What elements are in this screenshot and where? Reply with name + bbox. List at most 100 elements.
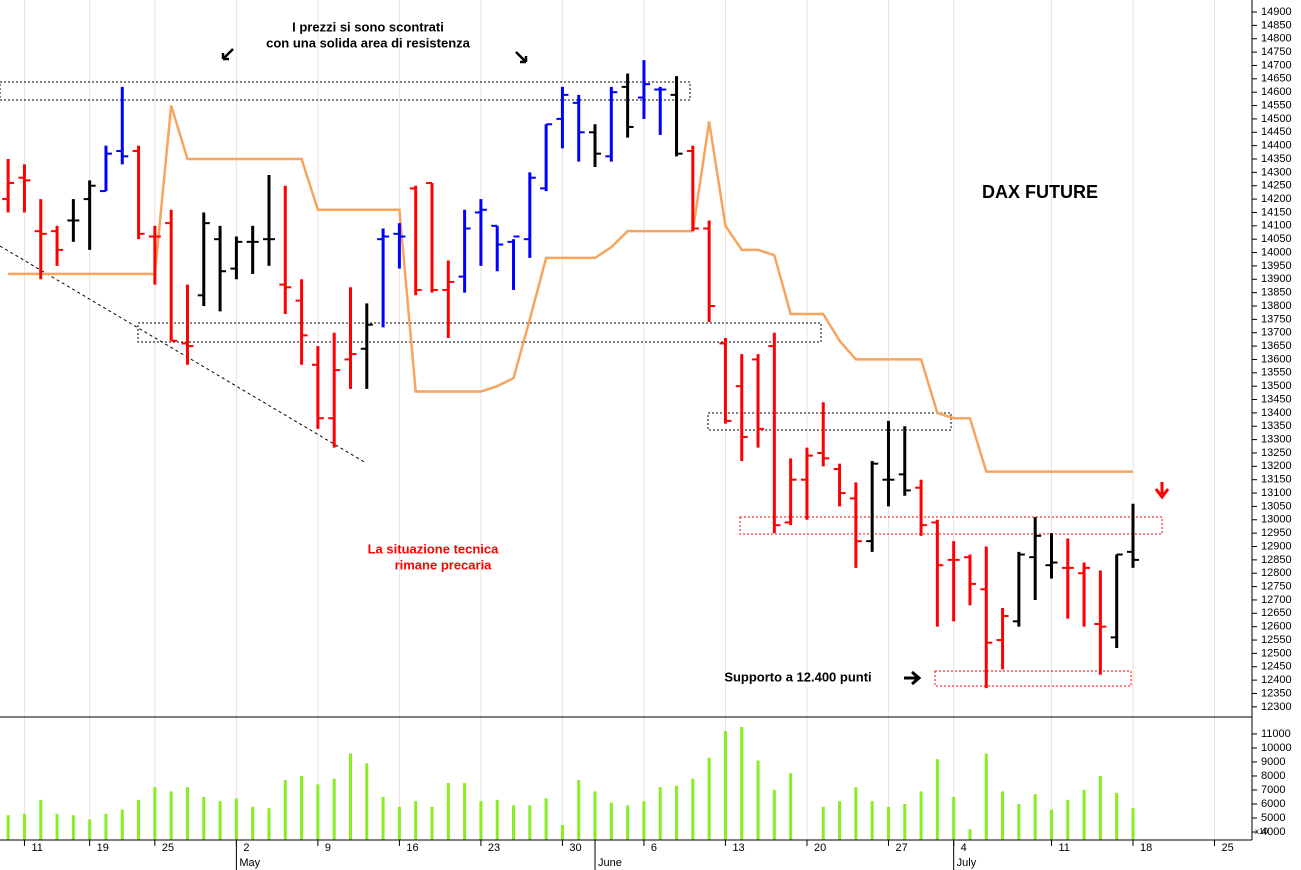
arrow [515,51,528,64]
y-tick-label: 13600 [1261,353,1292,365]
volume-bar [756,760,760,840]
volume-bar [120,809,124,840]
x-tick-label: 27 [895,842,907,854]
volume-bar [1001,791,1005,840]
month-label: June [598,857,622,869]
volume-bar [1115,792,1119,840]
volume-bar [1131,808,1135,840]
volume-bar [251,806,255,840]
y-tick-label: 7000 [1261,784,1285,796]
y-tick-label: 12300 [1261,701,1292,713]
x-tick-label: 18 [1140,842,1152,854]
chart-title: DAX FUTURE [982,182,1098,202]
volume-bar [153,787,157,840]
y-tick-label: 12500 [1261,647,1292,659]
volume-bar [22,813,26,840]
y-tick-label: 12600 [1261,621,1292,633]
y-tick-label: 13850 [1261,287,1292,299]
y-tick-label: 13250 [1261,447,1292,459]
volume-bar [104,813,108,840]
volume-bar [283,780,287,840]
volume-bar [1049,809,1053,840]
x-tick-label: 20 [814,842,826,854]
y-tick-label: 5000 [1261,812,1285,824]
y-tick-label: 12850 [1261,554,1292,566]
y-tick-label: 14200 [1261,193,1292,205]
volume-bar [740,726,744,840]
volume-bar [528,805,532,840]
y-tick-label: 13550 [1261,367,1292,379]
volume-bar [267,808,271,840]
volume-bar [397,806,401,840]
volume-bar [984,753,988,840]
y-tick-label: 12800 [1261,567,1292,579]
volume-bar [609,802,613,840]
arrow [1154,482,1170,500]
volume-bar [675,785,679,840]
volume-bar [626,805,630,840]
y-tick-label: 14000 [1261,246,1292,258]
volume-bar [169,791,173,840]
y-tick-label: 14050 [1261,233,1292,245]
y-tick-label: 14500 [1261,113,1292,125]
y-tick-label: 13300 [1261,434,1292,446]
volume-bar [642,801,646,840]
volume-bar [463,782,467,840]
support-box [934,670,1132,687]
y-tick-label: 14800 [1261,33,1292,45]
zone-box [707,412,952,431]
x-tick-label: 19 [97,842,109,854]
volume-bar [658,787,662,840]
y-tick-label: 13400 [1261,407,1292,419]
y-tick-label: 12900 [1261,540,1292,552]
volume-bar [512,805,516,840]
volume-bar [854,787,858,840]
volume-bar [88,819,92,840]
x-tick-label: 16 [406,842,418,854]
y-tick-label: 9000 [1261,756,1285,768]
volume-bar [414,801,418,840]
volume-bar [838,801,842,840]
y-tick-label: 14450 [1261,126,1292,138]
arrow [904,670,922,686]
y-tick-label: 12750 [1261,580,1292,592]
x-tick-label: 9 [325,842,331,854]
month-label: July [957,857,977,869]
annotation: Supporto a 12.400 punti [724,669,871,684]
x-tick-label: 25 [162,842,174,854]
y-tick-label: 11000 [1261,728,1291,740]
zone-box [137,322,822,343]
y-tick-label: 14350 [1261,153,1292,165]
y-tick-label: 13650 [1261,340,1292,352]
volume-bar [348,753,352,840]
y-tick-label: 13200 [1261,460,1292,472]
y-tick-label: 13350 [1261,420,1292,432]
y-tick-label: 14700 [1261,59,1292,71]
y-tick-label: 4000 [1261,826,1285,838]
volume-bar [365,763,369,840]
volume-bar [723,731,727,840]
volume-bar [1066,799,1070,840]
volume-bar [381,796,385,840]
y-tick-label: 12650 [1261,607,1292,619]
volume-bar [707,757,711,840]
volume-bar [886,806,890,840]
volume-bar [919,791,923,840]
y-tick-label: 13750 [1261,313,1292,325]
x-tick-label: 6 [651,842,657,854]
volume-bar [71,815,75,840]
volume-bar [6,815,10,840]
volume-bar [1098,775,1102,840]
y-tick-label: 14550 [1261,99,1292,111]
y-tick-label: 13150 [1261,474,1292,486]
volume-bar [1082,789,1086,840]
y-tick-label: 13100 [1261,487,1292,499]
volume-bar [968,829,972,840]
x-tick-label: 11 [1058,842,1069,854]
y-tick-label: 12950 [1261,527,1292,539]
y-tick-label: 14100 [1261,220,1292,232]
annotation: I prezzi si sono scontrati [292,19,444,34]
volume-bar [332,778,336,840]
